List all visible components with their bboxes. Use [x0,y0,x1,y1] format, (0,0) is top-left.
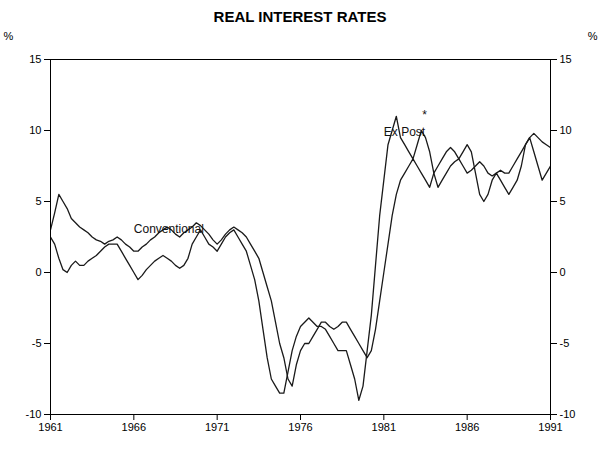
svg-text:-10: -10 [26,408,42,420]
svg-text:5: 5 [560,195,566,207]
svg-text:-10: -10 [560,408,576,420]
html-text:REAL INTEREST RATES: REAL INTEREST RATES [213,8,387,25]
svg-text:%: % [4,30,14,42]
svg-text:1961: 1961 [38,421,62,433]
svg-text:%: % [588,30,598,42]
svg-text:Ex Post: Ex Post [384,125,426,139]
svg-text:15: 15 [29,53,41,65]
svg-text:*: * [422,108,427,122]
svg-text:Conventional: Conventional [134,222,204,236]
svg-text:0: 0 [560,266,566,278]
svg-text:1976: 1976 [288,421,312,433]
svg-text:0: 0 [35,266,41,278]
svg-text:-5: -5 [32,337,42,349]
svg-text:-5: -5 [560,337,570,349]
svg-text:15: 15 [560,53,572,65]
svg-text:10: 10 [29,124,41,136]
svg-text:1971: 1971 [205,421,229,433]
svg-text:1986: 1986 [455,421,479,433]
svg-text:1991: 1991 [538,421,562,433]
svg-text:1981: 1981 [372,421,396,433]
svg-text:5: 5 [35,195,41,207]
svg-text:1966: 1966 [122,421,146,433]
svg-text:10: 10 [560,124,572,136]
